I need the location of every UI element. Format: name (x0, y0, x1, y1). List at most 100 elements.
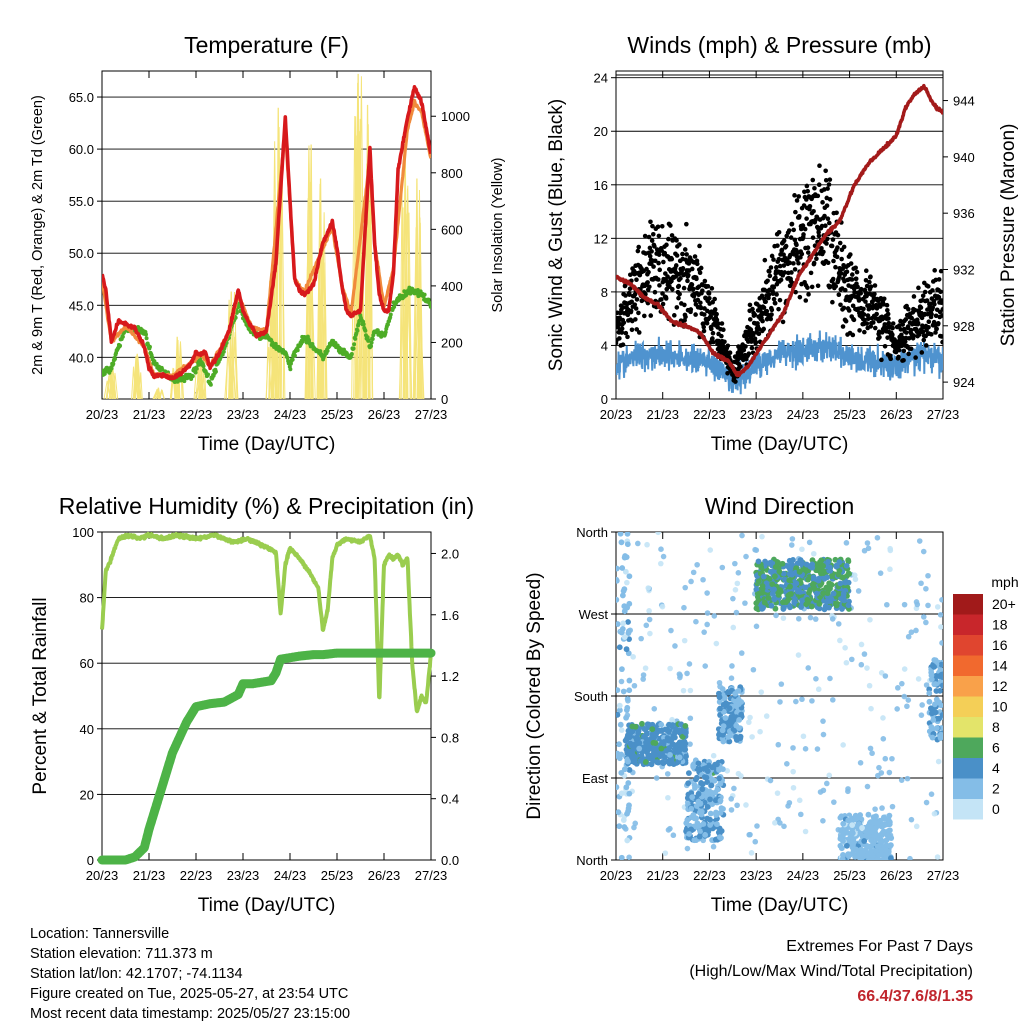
dewpoint-point (193, 370, 198, 375)
direction-point (664, 735, 671, 741)
direction-point (796, 568, 803, 575)
direction-point (849, 822, 856, 829)
gust-point (733, 379, 738, 384)
gust-point (882, 322, 888, 327)
direction-point (699, 786, 706, 793)
gust-point (747, 302, 753, 308)
direction-point (820, 590, 827, 597)
gust-point (925, 284, 931, 289)
direction-point (753, 586, 760, 593)
legend-swatch (953, 635, 983, 656)
direction-point (743, 553, 749, 560)
direction-point (664, 771, 671, 777)
gust-point (636, 244, 642, 250)
direction-point (626, 734, 633, 741)
direction-point (839, 606, 845, 612)
gust-point (649, 238, 655, 243)
direction-point (659, 759, 666, 765)
rh-y-right-tick-label: 1.2 (441, 669, 459, 684)
direction-point (780, 615, 787, 621)
gust-point (781, 263, 787, 268)
wind-y-right-label: Station Pressure (Maroon) (998, 124, 1019, 347)
wind-x-tick-label: 24/23 (787, 407, 820, 422)
direction-point (765, 595, 772, 601)
gust-point (710, 339, 716, 345)
gust-point (749, 345, 755, 351)
gust-point (913, 355, 918, 360)
station-location: Location: Tannersville (30, 926, 170, 942)
gust-point (850, 303, 856, 309)
legend-swatch (953, 676, 983, 697)
gust-point (827, 197, 833, 202)
gust-point (805, 245, 811, 250)
gust-point (664, 242, 669, 248)
gust-point (836, 292, 842, 298)
gust-point (651, 264, 656, 269)
temp-x-tick-label: 20/23 (86, 407, 119, 422)
direction-point (638, 752, 645, 759)
direction-point (697, 800, 704, 807)
dewpoint-point (422, 292, 427, 297)
gust-point (823, 177, 829, 183)
gust-point (636, 310, 641, 316)
gust-point (752, 336, 758, 341)
direction-point (775, 741, 782, 748)
gust-point (923, 343, 929, 348)
t2m-series (102, 85, 431, 381)
direction-point (616, 755, 623, 762)
direction-point (794, 560, 801, 567)
direction-point (632, 755, 638, 762)
direction-point (877, 851, 884, 858)
dewpoint-point (285, 356, 290, 361)
gust-point (909, 315, 915, 321)
gust-series (616, 163, 943, 384)
gust-point (810, 235, 816, 240)
gust-point (700, 288, 705, 293)
direction-point (937, 687, 943, 694)
gust-point (759, 293, 765, 299)
station-info: Location: Tannersville Station elevation… (30, 924, 350, 1024)
gust-point (625, 334, 630, 340)
gust-point (634, 277, 639, 283)
gust-point (663, 296, 669, 301)
direction-point (625, 619, 631, 625)
direction-point (939, 597, 943, 603)
direction-point (716, 690, 722, 697)
gust-point (763, 299, 768, 305)
direction-point (931, 663, 938, 670)
direction-point (781, 604, 787, 611)
gust-point (811, 208, 816, 214)
direction-point (622, 737, 629, 744)
gust-point (863, 277, 869, 283)
direction-point (930, 717, 937, 723)
direction-point (763, 713, 770, 719)
direction-point (716, 834, 723, 841)
gust-point (721, 327, 726, 333)
gust-point (804, 216, 809, 221)
direction-point (704, 590, 710, 596)
direction-point (845, 851, 852, 858)
direction-point (616, 707, 623, 714)
gust-point (872, 291, 877, 297)
direction-point (738, 711, 745, 718)
dewpoint-point (112, 357, 117, 362)
gust-point (926, 319, 932, 325)
direction-point (789, 536, 796, 542)
direction-point (662, 850, 669, 856)
direction-point (693, 618, 699, 625)
gust-point (821, 249, 826, 255)
dewpoint-point (194, 366, 199, 371)
gust-point (719, 333, 724, 339)
direction-point (771, 596, 778, 603)
gust-point (794, 242, 799, 248)
direction-point (619, 592, 626, 599)
rh-y-right-tick-label: 1.6 (441, 608, 459, 623)
direction-point (867, 745, 874, 752)
direction-point (624, 748, 631, 755)
winds-pressure-panel: Winds (mph) & Pressure (mb) 20/23 21/23 22/… (546, 32, 1019, 455)
gust-point (694, 261, 700, 267)
gust-point (797, 213, 802, 219)
direction-point (755, 578, 762, 585)
direction-point (635, 730, 642, 737)
direction-point (928, 724, 935, 730)
